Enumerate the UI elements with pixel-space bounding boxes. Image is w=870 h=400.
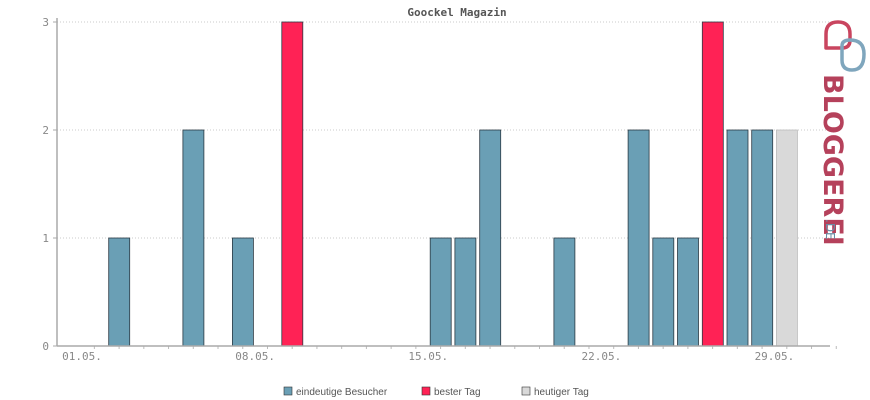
bar-day-23 (627, 129, 650, 347)
bar-day-26 (701, 21, 724, 347)
x-tick-label-29-05: 29.05. (755, 350, 795, 363)
bloggerei-logo[interactable]: BLOGGEREI .DE (817, 20, 866, 246)
axes (53, 18, 837, 349)
y-tick-labels: 0 1 2 3 (42, 16, 49, 353)
x-tick-labels: 01.05. 08.05. 15.05. 22.05. 29.05. (62, 350, 794, 363)
bar-day-20 (553, 237, 576, 347)
bar-day-15 (429, 237, 452, 347)
x-tick-label-08-05: 08.05. (235, 350, 275, 363)
legend-swatch-best-day (421, 386, 431, 396)
legend-label-visitors: eindeutige Besucher (296, 387, 388, 398)
chart-title: Goockel Magazin (407, 6, 506, 19)
bar-day-28 (751, 129, 774, 347)
bloggerei-logo-text: BLOGGEREI (817, 74, 848, 246)
legend-swatch-today (521, 386, 531, 396)
bars (108, 21, 798, 347)
legend-label-today: heutiger Tag (534, 387, 589, 398)
bar-day-9 (281, 21, 304, 347)
bloggerei-logo-icon (824, 20, 866, 72)
bar-day-17 (479, 129, 502, 347)
bloggerei-logo-tld: .DE (823, 219, 837, 240)
bar-day-7 (231, 237, 254, 347)
y-tick-label-1: 1 (42, 232, 49, 245)
bar-day-27 (726, 129, 749, 347)
y-tick-label-2: 2 (42, 124, 49, 137)
bar-day-16 (454, 237, 477, 347)
x-tick-label-22-05: 22.05. (581, 350, 621, 363)
legend-swatch-visitors (283, 386, 293, 396)
bar-day-2 (108, 237, 131, 347)
bar-day-5 (182, 129, 205, 347)
y-tick-label-3: 3 (42, 16, 49, 29)
bar-day-24 (652, 237, 675, 347)
bar-day-25 (677, 237, 699, 347)
legend-label-best-day: bester Tag (434, 387, 481, 398)
legend: eindeutige Besucher bester Tag heutiger … (283, 386, 589, 398)
x-tick-label-01-05: 01.05. (62, 350, 102, 363)
y-tick-label-0: 0 (42, 340, 49, 353)
x-tick-label-15-05: 15.05. (408, 350, 448, 363)
bar-day-29 (776, 129, 798, 347)
